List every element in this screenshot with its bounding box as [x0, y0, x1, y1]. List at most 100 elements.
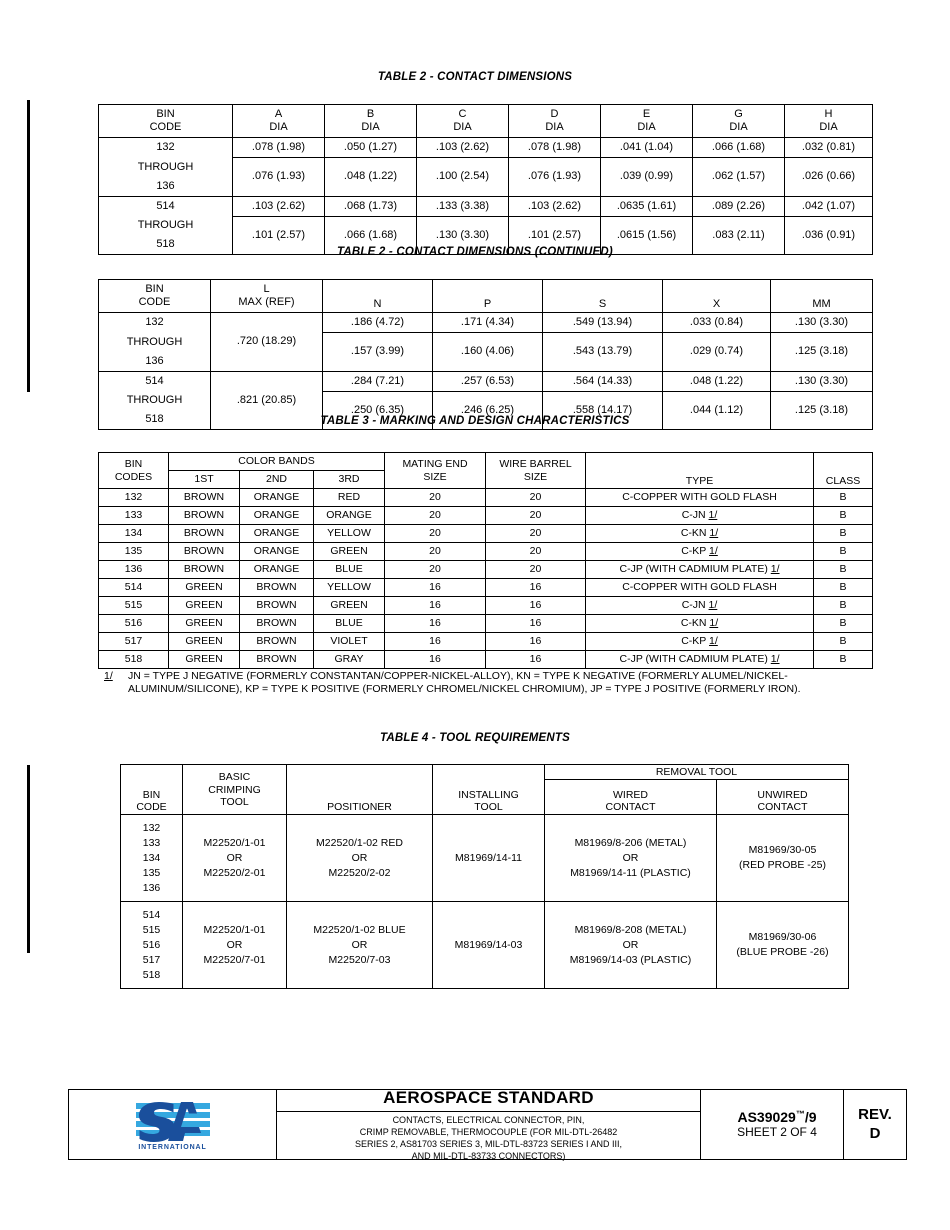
cell-line: (RED PROBE -25)	[739, 859, 826, 872]
header-line2: CONTACT	[605, 801, 656, 813]
cell-line: M22520/1-02 BLUE	[313, 923, 406, 936]
type-cell: C-KP 1/	[585, 632, 815, 651]
type-cell: C-KN 1/	[585, 524, 815, 543]
value-cell: .549 (13.94)	[542, 312, 663, 333]
cell-line: M81969/14-11	[455, 851, 522, 864]
color-band-1-cell: BROWN	[168, 506, 240, 525]
removal-tool-unwired-contact-cell: M81969/30-05 (RED PROBE -25)	[716, 814, 849, 903]
footer-revision-value: D	[869, 1124, 881, 1142]
header-line2: MM	[812, 298, 831, 311]
header-line2: SIZE	[523, 470, 548, 483]
table4-caption: TABLE 4 - TOOL REQUIREMENTS	[379, 732, 571, 744]
value-cell: .103 (2.62)	[508, 195, 601, 217]
header-line2: S	[598, 298, 607, 311]
bin-code-line3: 518	[98, 235, 233, 255]
header-cell-removal-tool: REMOVAL TOOL	[544, 763, 849, 781]
value-cell: .130 (3.30)	[770, 370, 873, 392]
header-cell-g: G DIA	[692, 104, 785, 138]
header-line2: DIA	[545, 121, 564, 133]
revision-change-bar-bottom	[27, 765, 30, 953]
footnote-ref: 1/	[770, 653, 780, 666]
bin-code-line1: 514	[98, 195, 233, 216]
table-row: THROUGH .250 (6.35) .246 (6.25) .558 (14…	[98, 390, 873, 430]
header-line2: SIZE	[423, 470, 447, 483]
header-cell-s: S	[542, 279, 663, 313]
header-cell-b: B DIA	[324, 104, 417, 138]
color-band-1-cell: BROWN	[168, 488, 240, 507]
class-cell: B	[813, 524, 874, 543]
footnote-ref: 1/	[708, 509, 718, 522]
type-cell: C-KP 1/	[585, 542, 815, 561]
bin-code-cell: 515	[98, 596, 169, 615]
header-line1: A	[274, 108, 283, 121]
table-row: 514 .103 (2.62) .068 (1.73) .133 (3.38) …	[98, 195, 873, 217]
header-line1: G	[734, 108, 743, 121]
class-cell: B	[813, 650, 874, 669]
value-cell: .0615 (1.56)	[600, 215, 693, 255]
color-band-1-cell: GREEN	[168, 650, 240, 669]
value-cell: .041 (1.04)	[600, 137, 693, 158]
table-row: 518	[98, 235, 873, 255]
table-row: 517 GREEN BROWN VIOLET 16 16 C-KP 1/B	[98, 632, 874, 651]
type-cell: C-COPPER WITH GOLD FLASH	[585, 578, 815, 597]
value-cell: .032 (0.81)	[784, 137, 873, 158]
header-cell-band-1st: 1ST	[168, 470, 240, 489]
positioner-cell: M22520/1-02 RED OR M22520/2-02	[286, 814, 433, 903]
bin-code-line: 135	[142, 866, 161, 879]
color-band-2-cell: BROWN	[239, 614, 314, 633]
table-row: 132 .078 (1.98) .050 (1.27) .103 (2.62) …	[98, 137, 873, 158]
color-band-3-cell: YELLOW	[312, 524, 386, 543]
header-cell-d: D DIA	[508, 104, 601, 138]
header-line2: CONTACT	[757, 801, 808, 813]
bin-code-cell: 132 133 134 135 136	[120, 814, 183, 903]
value-cell: .543 (13.79)	[542, 332, 663, 372]
table2-continued-contact-dimensions: BIN CODE L MAX (REF) N P S X	[98, 279, 873, 430]
color-band-2-cell: ORANGE	[239, 488, 314, 507]
footnote-ref: 1/	[709, 527, 719, 540]
header-line2: CODES	[114, 470, 153, 483]
header-line2: CLASS	[825, 474, 861, 487]
header-line2: X	[712, 298, 721, 311]
bin-code-line: 136	[142, 881, 161, 894]
value-cell: .284 (7.21)	[322, 370, 433, 392]
class-cell: B	[813, 506, 874, 525]
document-footer-block: INTERNATIONAL AEROSPACE STANDARD CONTACT…	[68, 1088, 907, 1161]
cell-line: M81969/14-03 (PLASTIC)	[569, 953, 692, 966]
color-band-1-cell: BROWN	[168, 542, 240, 561]
color-band-2-cell: BROWN	[239, 650, 314, 669]
header-cell-basic-crimping-tool: BASIC CRIMPING TOOL	[182, 763, 287, 816]
cell-line: OR	[622, 938, 639, 951]
bin-code-cell: 135	[98, 542, 169, 561]
value-cell: .250 (6.35)	[322, 390, 433, 430]
color-band-3-cell: RED	[312, 488, 386, 507]
color-band-3-cell: VIOLET	[312, 632, 386, 651]
header-cell-bin-codes: BIN CODES	[98, 452, 169, 489]
header-cell-installing-tool: INSTALLING TOOL	[432, 763, 545, 816]
l-max-ref-cell: .720 (18.29)	[210, 312, 323, 372]
table-row: THROUGH .076 (1.93) .048 (1.22) .100 (2.…	[98, 157, 873, 197]
type-cell: C-JN 1/	[585, 596, 815, 615]
table-row: 136 BROWN ORANGE BLUE 20 20 C-JP (WITH CADMIUM…	[98, 560, 874, 579]
footer-sheet-number: SHEET 2 OF 4	[737, 1124, 817, 1139]
cell-line: M22520/2-02	[328, 866, 391, 879]
type-cell: C-KN 1/	[585, 614, 815, 633]
mating-end-size-cell: 20	[384, 488, 487, 507]
color-band-1-cell: GREEN	[168, 614, 240, 633]
header-line2: CRIMPING	[208, 783, 261, 796]
header-cell-c: C DIA	[416, 104, 509, 138]
header-cell-wire-barrel-size: WIRE BARREL SIZE	[485, 452, 587, 489]
value-cell: .048 (1.22)	[324, 157, 417, 197]
header-cell-h: H DIA	[784, 104, 873, 138]
color-band-3-cell: BLUE	[312, 560, 386, 579]
value-cell: .246 (6.25)	[432, 390, 543, 430]
bin-code-line1: 514	[98, 370, 211, 391]
removal-tool-wired-contact-cell: M81969/8-208 (METAL) OR M81969/14-03 (PLAS…	[544, 901, 717, 990]
type-cell: C-JP (WITH CADMIUM PLATE) 1/	[585, 560, 815, 579]
footnote-text: JN = TYPE J NEGATIVE (FORMERLY CONSTANTA…	[128, 670, 801, 696]
header-line1: E	[642, 108, 651, 121]
header-line1: BIN	[142, 788, 161, 801]
bin-code-cell: 133	[98, 506, 169, 525]
installing-tool-cell: M81969/14-03	[432, 901, 545, 990]
value-cell: .157 (3.99)	[322, 332, 433, 372]
wire-barrel-size-cell: 16	[485, 632, 587, 651]
